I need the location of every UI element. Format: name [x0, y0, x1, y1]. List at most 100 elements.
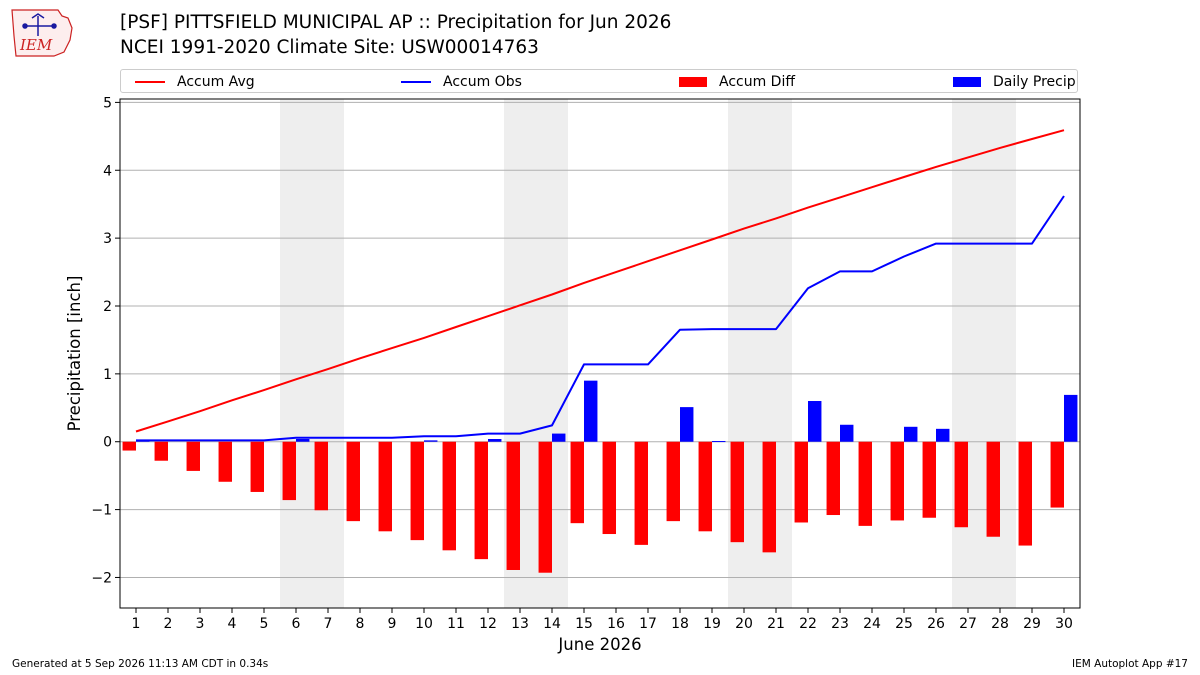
x-tick-label: 25 — [895, 616, 913, 632]
accum-diff-bar — [122, 441, 136, 451]
plot-frame — [119, 98, 1081, 609]
x-tick-label: 22 — [799, 616, 817, 632]
x-tick-label: 11 — [447, 616, 465, 632]
x-tick-label: 5 — [260, 616, 269, 632]
y-tick-label: 3 — [103, 231, 112, 247]
x-tick-label: 17 — [639, 616, 657, 632]
daily-precip-bar — [680, 407, 694, 442]
accum-diff-bar — [1050, 441, 1064, 508]
accum-diff-bar — [378, 441, 392, 532]
daily-precip-bar — [904, 426, 918, 442]
x-tick-label: 9 — [388, 616, 397, 632]
daily-precip-bar — [808, 401, 822, 442]
accum-diff-bar — [858, 441, 872, 526]
accum-diff-bar — [282, 441, 296, 501]
x-tick-label: 7 — [324, 616, 333, 632]
accum-diff-bar — [538, 441, 552, 573]
y-tick-label: −2 — [91, 570, 112, 586]
legend-item-accum-diff: Accum Diff — [679, 73, 795, 91]
accum-diff-bar — [794, 441, 808, 523]
x-tick-label: 2 — [164, 616, 173, 632]
daily-precip-bar — [424, 440, 438, 442]
x-tick-label: 26 — [927, 616, 945, 632]
accum-diff-bar — [410, 441, 424, 541]
x-tick-label: 4 — [228, 616, 237, 632]
y-tick-label: 4 — [103, 163, 112, 179]
legend-swatch-daily-precip — [953, 77, 981, 87]
x-tick-label: 21 — [767, 616, 785, 632]
x-tick-label: 6 — [292, 616, 301, 632]
daily-precip-bar — [840, 424, 854, 442]
chart-subtitle: NCEI 1991-2020 Climate Site: USW00014763 — [120, 37, 539, 58]
x-tick-label: 12 — [479, 616, 497, 632]
legend-swatch-accum-obs — [401, 81, 431, 83]
accum-diff-bar — [634, 441, 648, 545]
legend: Accum Avg Accum Obs Accum Diff Daily Pre… — [120, 69, 1078, 93]
footer-generated: Generated at 5 Sep 2026 11:13 AM CDT in … — [12, 658, 269, 670]
y-tick-label: 2 — [103, 299, 112, 315]
accum-diff-bar — [890, 441, 904, 521]
x-tick-label: 27 — [959, 616, 977, 632]
x-tick-label: 24 — [863, 616, 881, 632]
accum-diff-bar — [826, 441, 840, 516]
legend-label-daily-precip: Daily Precip — [993, 74, 1076, 90]
daily-precip-bar — [1064, 394, 1078, 442]
legend-item-accum-avg: Accum Avg — [135, 73, 255, 91]
accum-diff-bar — [986, 441, 1000, 537]
iem-logo-text: IEM — [19, 36, 53, 54]
accum-diff-bar — [1018, 441, 1032, 546]
weekend-shade-4 — [952, 99, 1016, 608]
accum-diff-bar — [698, 441, 712, 532]
y-tick-label: 0 — [103, 435, 112, 451]
accum-diff-bar — [186, 441, 200, 471]
x-tick-label: 13 — [511, 616, 529, 632]
legend-swatch-accum-diff — [679, 77, 707, 87]
x-axis-label: June 2026 — [557, 635, 641, 654]
x-tick-label: 10 — [415, 616, 433, 632]
daily-precip-bar — [936, 428, 950, 442]
accum-diff-bar — [442, 441, 456, 551]
accum-diff-bar — [570, 441, 584, 524]
legend-label-accum-avg: Accum Avg — [177, 74, 255, 90]
legend-label-accum-obs: Accum Obs — [443, 74, 522, 90]
accum-diff-bar — [602, 441, 616, 535]
x-tick-label: 16 — [607, 616, 625, 632]
legend-item-daily-precip: Daily Precip — [953, 73, 1076, 91]
legend-label-accum-diff: Accum Diff — [719, 74, 796, 90]
daily-precip-bar — [584, 380, 598, 442]
chart-title: [PSF] PITTSFIELD MUNICIPAL AP :: Precipi… — [120, 12, 672, 33]
accum-diff-bar — [250, 441, 264, 492]
accum-diff-bar — [154, 441, 168, 461]
y-axis-label: Precipitation [inch] — [65, 276, 84, 432]
iem-logo: IEM — [11, 9, 73, 57]
accum-diff-bar — [218, 441, 232, 482]
daily-precip-bar — [488, 439, 502, 442]
accum-diff-bar — [954, 441, 968, 528]
legend-swatch-accum-avg — [135, 81, 165, 83]
accum-diff-bar — [730, 441, 744, 543]
x-tick-label: 29 — [1023, 616, 1041, 632]
x-tick-label: 28 — [991, 616, 1009, 632]
x-tick-label: 20 — [735, 616, 753, 632]
x-tick-label: 19 — [703, 616, 721, 632]
x-tick-label: 30 — [1055, 616, 1073, 632]
accum-diff-bar — [762, 441, 776, 553]
accum-avg-line — [135, 129, 1065, 433]
x-tick-label: 1 — [132, 616, 141, 632]
weekend-shade-1 — [280, 99, 344, 608]
y-tick-label: −1 — [91, 503, 112, 519]
legend-item-accum-obs: Accum Obs — [401, 73, 522, 91]
y-tick-label: 1 — [103, 367, 112, 383]
daily-precip-bar — [296, 439, 310, 442]
x-tick-label: 23 — [831, 616, 849, 632]
accum-diff-bar — [314, 441, 328, 511]
accum-diff-bar — [474, 441, 488, 560]
x-tick-label: 18 — [671, 616, 689, 632]
accum-diff-bar — [666, 441, 680, 522]
footer-app: IEM Autoplot App #17 — [1072, 658, 1188, 670]
accum-diff-bar — [506, 441, 520, 570]
daily-precip-bar — [552, 433, 566, 442]
x-tick-label: 8 — [356, 616, 365, 632]
accum-obs-line — [136, 195, 1065, 442]
